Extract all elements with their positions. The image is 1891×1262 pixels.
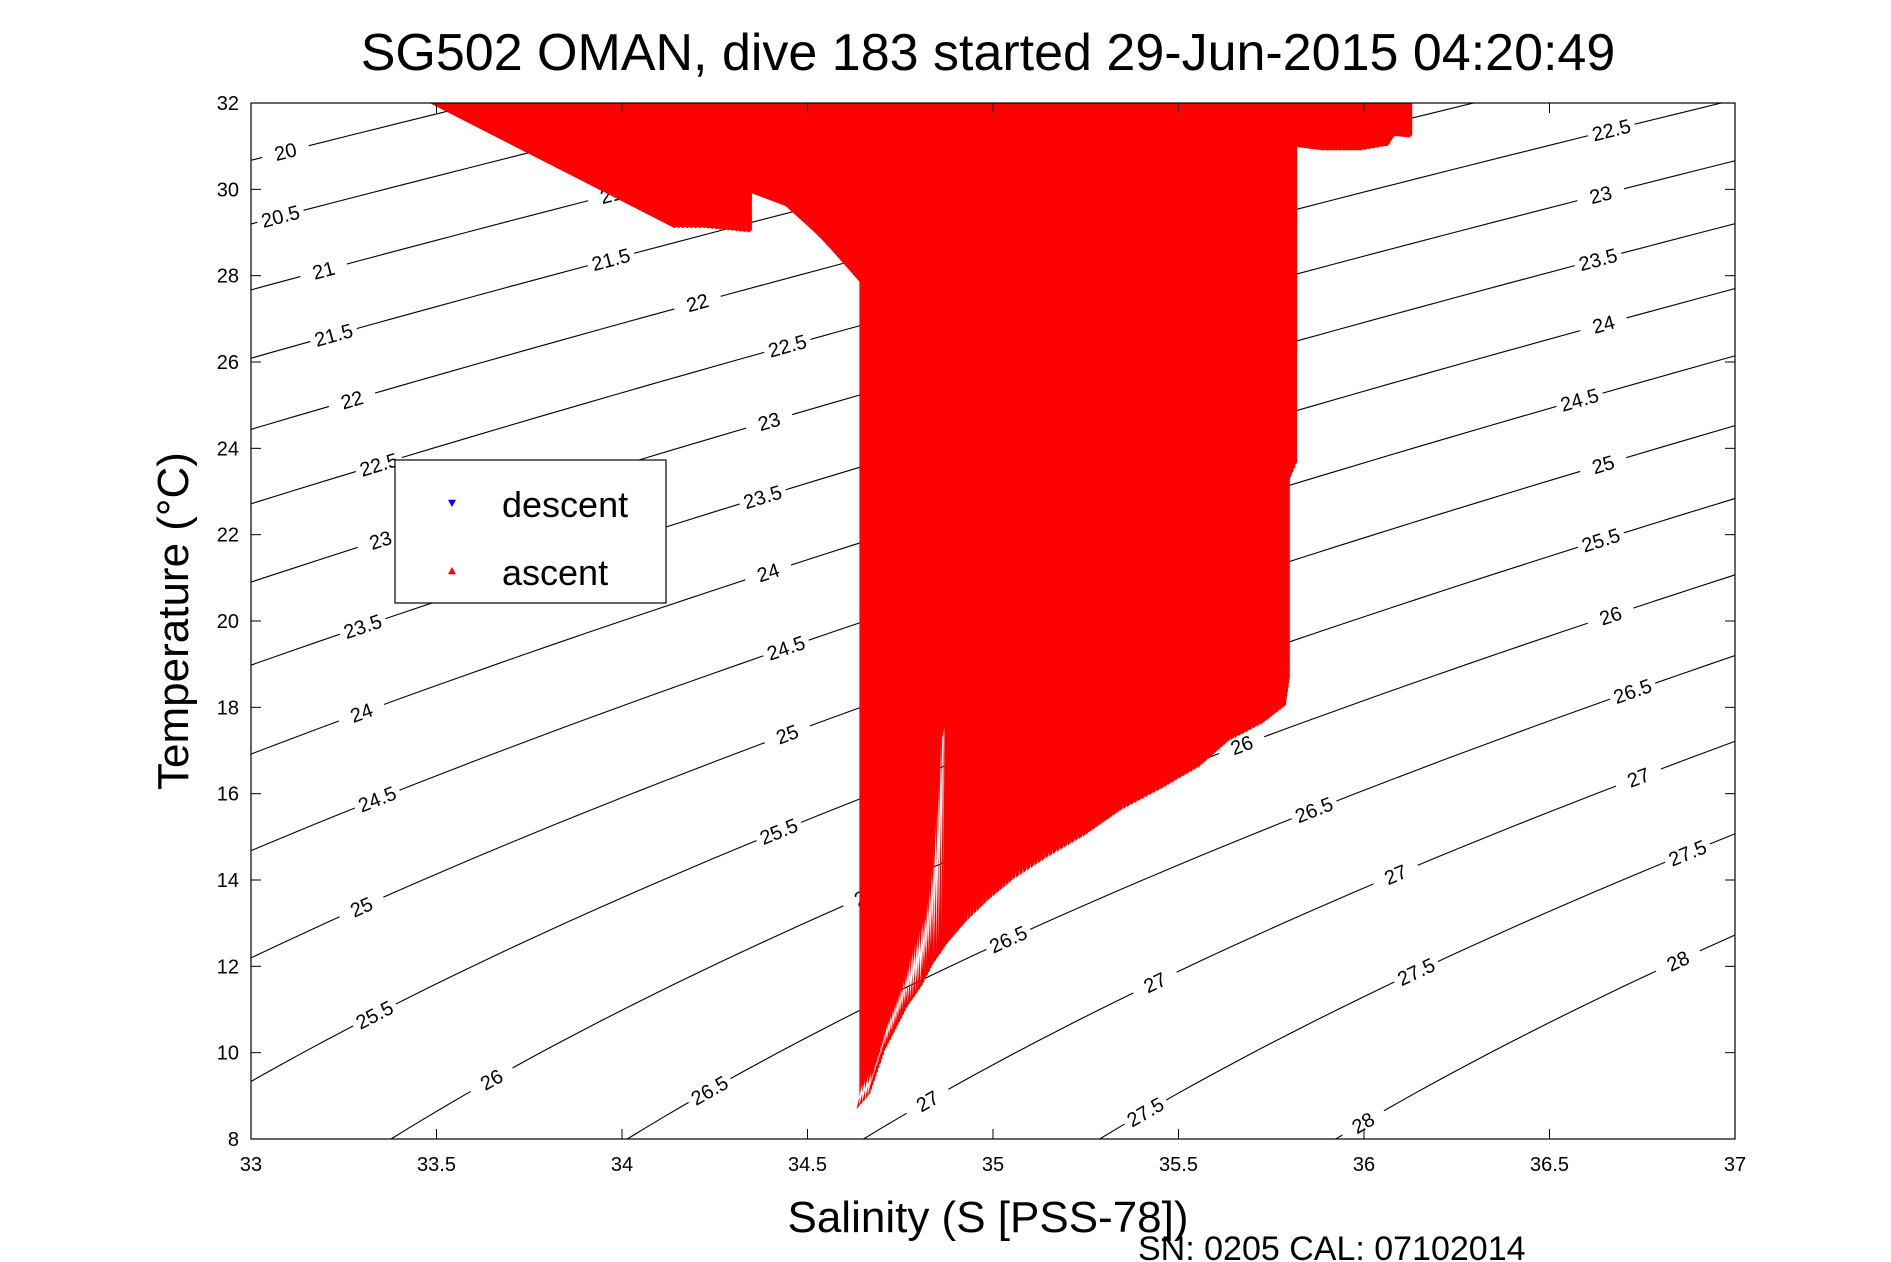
contour-label-bg: [297, 252, 350, 289]
x-tick-label: 34.5: [788, 1154, 827, 1176]
contour-label-bg: [1576, 446, 1630, 483]
contour-label-bg: [760, 714, 814, 754]
density-contour-line: [1334, 934, 1735, 1139]
legend-descent-label: descent: [502, 484, 628, 525]
y-tick-label: 24: [217, 438, 239, 460]
contour-label-bg: [736, 478, 790, 516]
contour-label-bg: [1584, 596, 1638, 635]
legend-ascent-marker: [448, 567, 456, 575]
density-contour-line: [251, 497, 1735, 1083]
x-tick-label: 37: [1724, 1154, 1746, 1176]
contour-label-bg: [1553, 381, 1606, 418]
footer-calibration: SN: 0205 CAL: 07102014: [1138, 1230, 1526, 1262]
contour-label-bg: [347, 993, 402, 1037]
y-tick-label: 26: [217, 352, 239, 374]
contour-label-bg: [1585, 112, 1638, 148]
y-tick-label: 28: [217, 266, 239, 288]
y-tick-label: 14: [217, 870, 239, 892]
y-tick-label: 32: [217, 93, 239, 115]
x-tick-label: 33: [240, 1154, 262, 1176]
y-tick-label: 12: [217, 956, 239, 978]
density-contour-line: [626, 654, 1735, 1139]
contour-label-bg: [1574, 521, 1628, 559]
contour-label-bg: [1611, 757, 1666, 798]
ascent-series: [429, 103, 1413, 1109]
contour-label-bg: [1128, 961, 1182, 1004]
contour-label-bg: [464, 1057, 519, 1102]
legend-ascent-label: ascent: [502, 552, 608, 593]
contour-label-bg: [307, 317, 360, 354]
contour-label-bg: [742, 403, 796, 440]
contour-label-bg: [1571, 241, 1625, 278]
contour-label-bg: [350, 779, 404, 820]
contour-label-bg: [900, 1078, 955, 1124]
contour-label-bg: [336, 607, 390, 646]
contour-label-bg: [752, 811, 806, 852]
chart-title: SG502 OMAN, dive 183 started 29-Jun-2015…: [361, 24, 1616, 82]
contour-label-bg: [1660, 832, 1715, 874]
y-tick-label: 30: [217, 179, 239, 201]
y-axis-title: Temperature (°C): [149, 452, 198, 790]
contour-label-bg: [981, 918, 1036, 961]
density-contour-line: [251, 160, 1735, 583]
contour-label-bg: [1287, 789, 1341, 830]
contour-label-bg: [1605, 671, 1660, 711]
contour-label-bg: [1336, 1100, 1390, 1146]
x-axis-title: Salinity (S [PSS-78]): [787, 1193, 1188, 1242]
x-tick-label: 33.5: [417, 1154, 456, 1176]
y-tick-label: 10: [217, 1043, 239, 1065]
x-tick-label: 35: [982, 1154, 1004, 1176]
contour-label-bg: [759, 628, 813, 668]
ascent-point: [856, 103, 1086, 1109]
contour-label-bg: [1389, 950, 1443, 993]
contour-label: 23: [1587, 182, 1614, 209]
density-contour-line: [251, 103, 980, 291]
y-tick-label: 20: [217, 611, 239, 633]
contour-label-bg: [1651, 940, 1705, 982]
contour-label-bg: [334, 886, 389, 928]
legend-descent-marker: [448, 499, 456, 507]
contour-label-bg: [741, 553, 795, 592]
contour-label-bg: [1368, 854, 1423, 895]
contour-label-bg: [352, 446, 406, 483]
y-tick-label: 18: [217, 697, 239, 719]
x-tick-label: 36: [1353, 1154, 1375, 1176]
contour-label: 20: [272, 139, 299, 166]
x-tick-label: 35.5: [1159, 1154, 1198, 1176]
axis-ticks: 33 33.5 34 34.5 35 35.5 36 36.5 37 8 10 12 14 16 18 20 2…: [217, 93, 1746, 1176]
legend-box: [394, 459, 667, 604]
y-tick-label: 8: [228, 1129, 239, 1151]
contour-label-bg: [1118, 1089, 1173, 1135]
contour-label-bg: [325, 381, 379, 419]
x-tick-label: 36.5: [1530, 1154, 1569, 1176]
contour-label-bg: [1577, 306, 1630, 343]
contour-label-bg: [259, 134, 312, 170]
contour-label-bg: [1215, 725, 1269, 765]
contour-label-bg: [671, 284, 724, 321]
contour-label-bg: [761, 327, 814, 364]
contour-label-bg: [682, 1068, 737, 1113]
contour-label-bg: [1574, 177, 1627, 213]
legend: descent ascent: [394, 459, 667, 604]
contour-label-bg: [334, 693, 389, 733]
contour-label-bg: [254, 198, 307, 234]
y-tick-label: 16: [217, 784, 239, 806]
y-tick-label: 22: [217, 525, 239, 547]
x-tick-label: 34: [611, 1154, 633, 1176]
density-contour-line: [251, 288, 1735, 755]
contour-label-bg: [354, 521, 408, 559]
contour-label-bg: [584, 241, 638, 278]
